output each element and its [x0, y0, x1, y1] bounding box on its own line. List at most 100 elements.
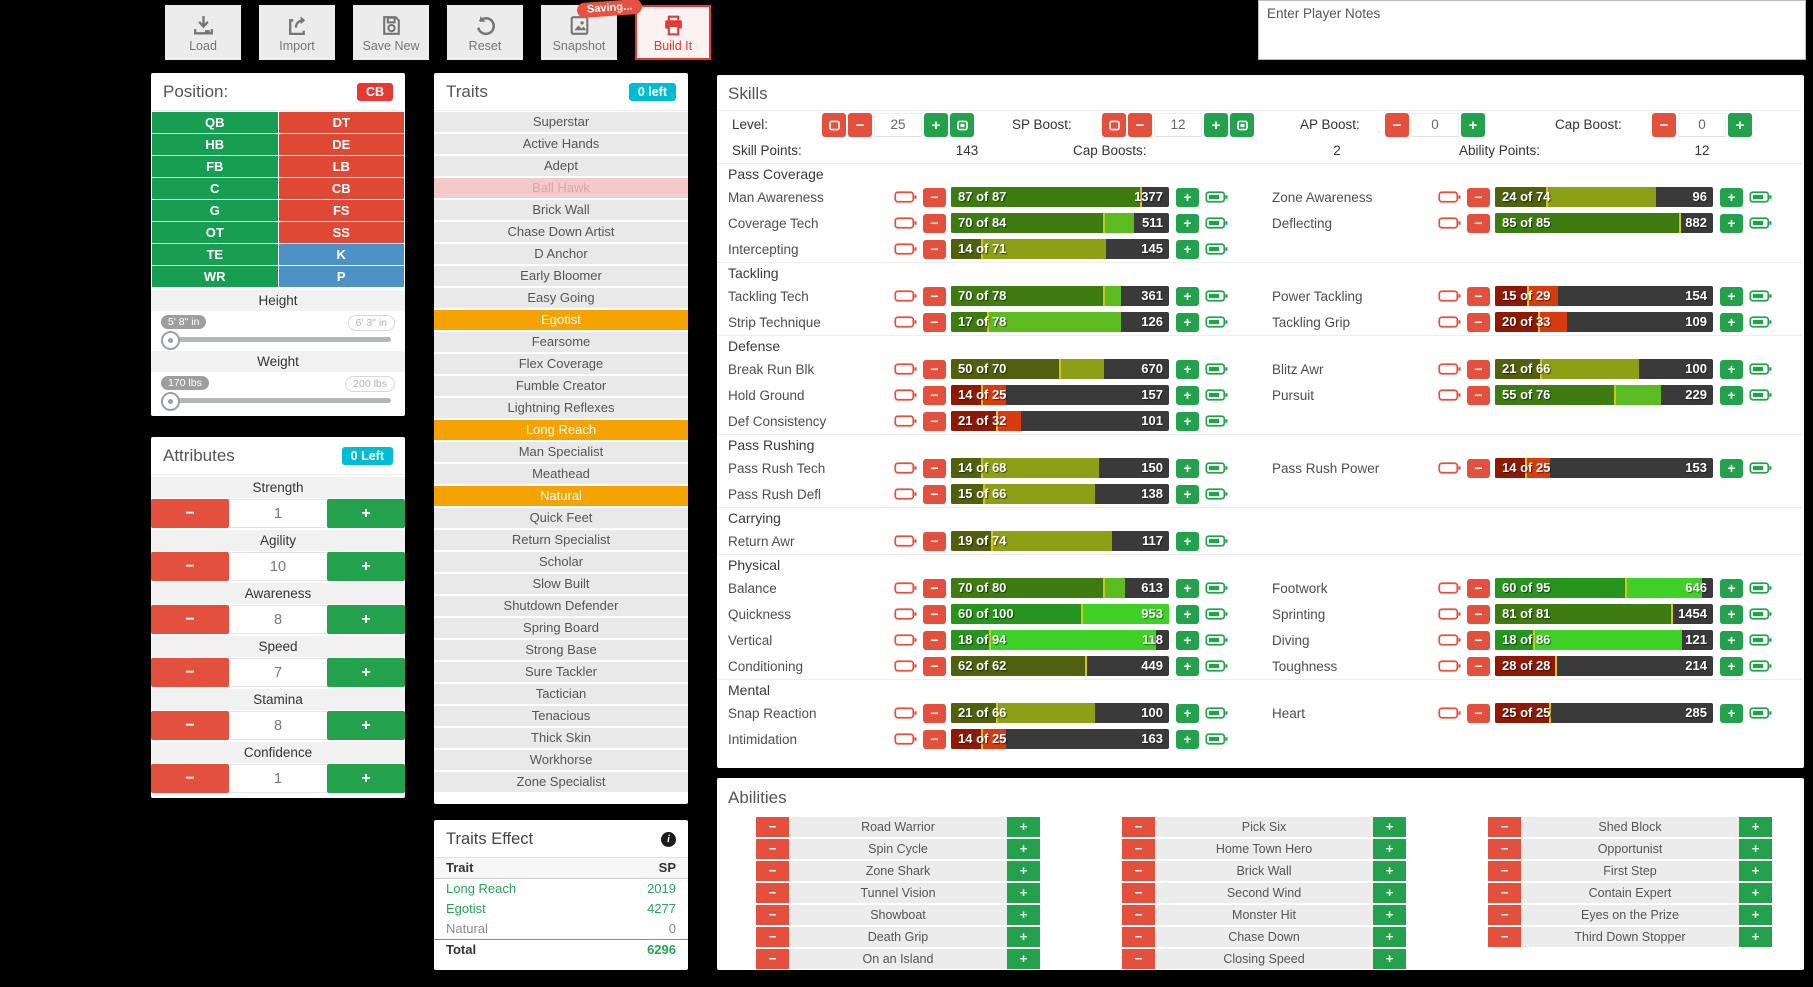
increase-skill-button[interactable]: + [1176, 359, 1199, 379]
increase-agility-button[interactable]: + [327, 552, 405, 581]
empty-battery-icon[interactable] [894, 732, 918, 746]
increase-skill-button[interactable]: + [1720, 187, 1743, 207]
empty-battery-icon[interactable] [1438, 607, 1462, 621]
full-battery-icon[interactable] [1749, 388, 1773, 402]
add-ability-button[interactable]: + [1007, 949, 1040, 969]
remove-ability-button[interactable]: − [1488, 905, 1521, 925]
empty-battery-icon[interactable] [1438, 216, 1462, 230]
increase-stamina-button[interactable]: + [327, 711, 405, 740]
add-ability-button[interactable]: + [1007, 927, 1040, 947]
decrease-skill-button[interactable]: − [1467, 630, 1490, 650]
empty-battery-icon[interactable] [1438, 659, 1462, 673]
position-tile-fs[interactable]: FS [278, 200, 404, 221]
set-min-button[interactable] [822, 113, 846, 137]
increase-skill-button[interactable]: + [1176, 656, 1199, 676]
trait-item[interactable]: Quick Feet [434, 508, 688, 528]
set-min-button[interactable] [1102, 113, 1126, 137]
remove-ability-button[interactable]: − [756, 839, 789, 859]
add-ability-button[interactable]: + [1373, 839, 1406, 859]
increase-skill-button[interactable]: + [1176, 239, 1199, 259]
decrease-skill-button[interactable]: − [923, 213, 946, 233]
full-battery-icon[interactable] [1205, 534, 1229, 548]
empty-battery-icon[interactable] [894, 659, 918, 673]
decrease-skill-button[interactable]: − [923, 411, 946, 431]
full-battery-icon[interactable] [1205, 659, 1229, 673]
remove-ability-button[interactable]: − [756, 927, 789, 947]
empty-battery-icon[interactable] [894, 607, 918, 621]
trait-item[interactable]: Brick Wall [434, 200, 688, 220]
trait-item[interactable]: Scholar [434, 552, 688, 572]
add-ability-button[interactable]: + [1739, 905, 1772, 925]
position-tile-cb[interactable]: CB [278, 178, 404, 199]
empty-battery-icon[interactable] [1438, 362, 1462, 376]
add-ability-button[interactable]: + [1007, 861, 1040, 881]
decrease-skill-button[interactable]: − [1467, 703, 1490, 723]
empty-battery-icon[interactable] [1438, 461, 1462, 475]
decrease-skill-button[interactable]: − [923, 703, 946, 723]
trait-item[interactable]: Natural [434, 486, 688, 506]
remove-ability-button[interactable]: − [1122, 861, 1155, 881]
empty-battery-icon[interactable] [894, 534, 918, 548]
remove-ability-button[interactable]: − [756, 817, 789, 837]
empty-battery-icon[interactable] [894, 414, 918, 428]
increase-skill-button[interactable]: + [1176, 385, 1199, 405]
full-battery-icon[interactable] [1205, 388, 1229, 402]
remove-ability-button[interactable]: − [1122, 949, 1155, 969]
trait-item[interactable]: Spring Board [434, 618, 688, 638]
empty-battery-icon[interactable] [1438, 581, 1462, 595]
empty-battery-icon[interactable] [894, 242, 918, 256]
decrease-skill-button[interactable]: − [923, 286, 946, 306]
position-tile-p[interactable]: P [278, 266, 404, 287]
remove-ability-button[interactable]: − [1488, 817, 1521, 837]
trait-item[interactable]: Early Bloomer [434, 266, 688, 286]
add-ability-button[interactable]: + [1373, 949, 1406, 969]
position-tile-k[interactable]: K [278, 244, 404, 265]
full-battery-icon[interactable] [1205, 315, 1229, 329]
trait-item[interactable]: Slow Built [434, 574, 688, 594]
full-battery-icon[interactable] [1205, 461, 1229, 475]
increase-awareness-button[interactable]: + [327, 605, 405, 634]
decrease-speed-button[interactable]: − [151, 658, 229, 687]
remove-ability-button[interactable]: − [1122, 839, 1155, 859]
position-tile-dt[interactable]: DT [278, 112, 404, 133]
position-tile-qb[interactable]: QB [152, 112, 278, 133]
full-battery-icon[interactable] [1749, 289, 1773, 303]
trait-item[interactable]: Easy Going [434, 288, 688, 308]
decrease-skill-button[interactable]: − [923, 484, 946, 504]
trait-item[interactable]: Chase Down Artist [434, 222, 688, 242]
trait-item[interactable]: Adept [434, 156, 688, 176]
decrease-button[interactable]: − [1128, 113, 1152, 137]
decrease-skill-button[interactable]: − [1467, 286, 1490, 306]
decrease-agility-button[interactable]: − [151, 552, 229, 581]
position-tile-wr[interactable]: WR [152, 266, 278, 287]
empty-battery-icon[interactable] [1438, 315, 1462, 329]
add-ability-button[interactable]: + [1373, 883, 1406, 903]
empty-battery-icon[interactable] [1438, 633, 1462, 647]
increase-skill-button[interactable]: + [1720, 359, 1743, 379]
decrease-skill-button[interactable]: − [1467, 458, 1490, 478]
increase-skill-button[interactable]: + [1720, 656, 1743, 676]
position-tile-ss[interactable]: SS [278, 222, 404, 243]
increase-skill-button[interactable]: + [1176, 703, 1199, 723]
trait-item[interactable]: Meathead [434, 464, 688, 484]
trait-item[interactable]: Ball Hawk [434, 178, 688, 198]
increase-skill-button[interactable]: + [1176, 286, 1199, 306]
trait-item[interactable]: Tenacious [434, 706, 688, 726]
full-battery-icon[interactable] [1749, 659, 1773, 673]
increase-strength-button[interactable]: + [327, 499, 405, 528]
position-tile-ot[interactable]: OT [152, 222, 278, 243]
decrease-skill-button[interactable]: − [1467, 656, 1490, 676]
increase-skill-button[interactable]: + [1720, 213, 1743, 233]
remove-ability-button[interactable]: − [1122, 905, 1155, 925]
add-ability-button[interactable]: + [1739, 927, 1772, 947]
decrease-skill-button[interactable]: − [923, 359, 946, 379]
full-battery-icon[interactable] [1749, 633, 1773, 647]
trait-item[interactable]: Superstar [434, 112, 688, 132]
full-battery-icon[interactable] [1749, 581, 1773, 595]
increase-skill-button[interactable]: + [1720, 286, 1743, 306]
increase-button[interactable]: + [1728, 113, 1752, 137]
decrease-skill-button[interactable]: − [1467, 578, 1490, 598]
player-notes-input[interactable] [1258, 0, 1806, 60]
add-ability-button[interactable]: + [1739, 839, 1772, 859]
increase-skill-button[interactable]: + [1176, 630, 1199, 650]
